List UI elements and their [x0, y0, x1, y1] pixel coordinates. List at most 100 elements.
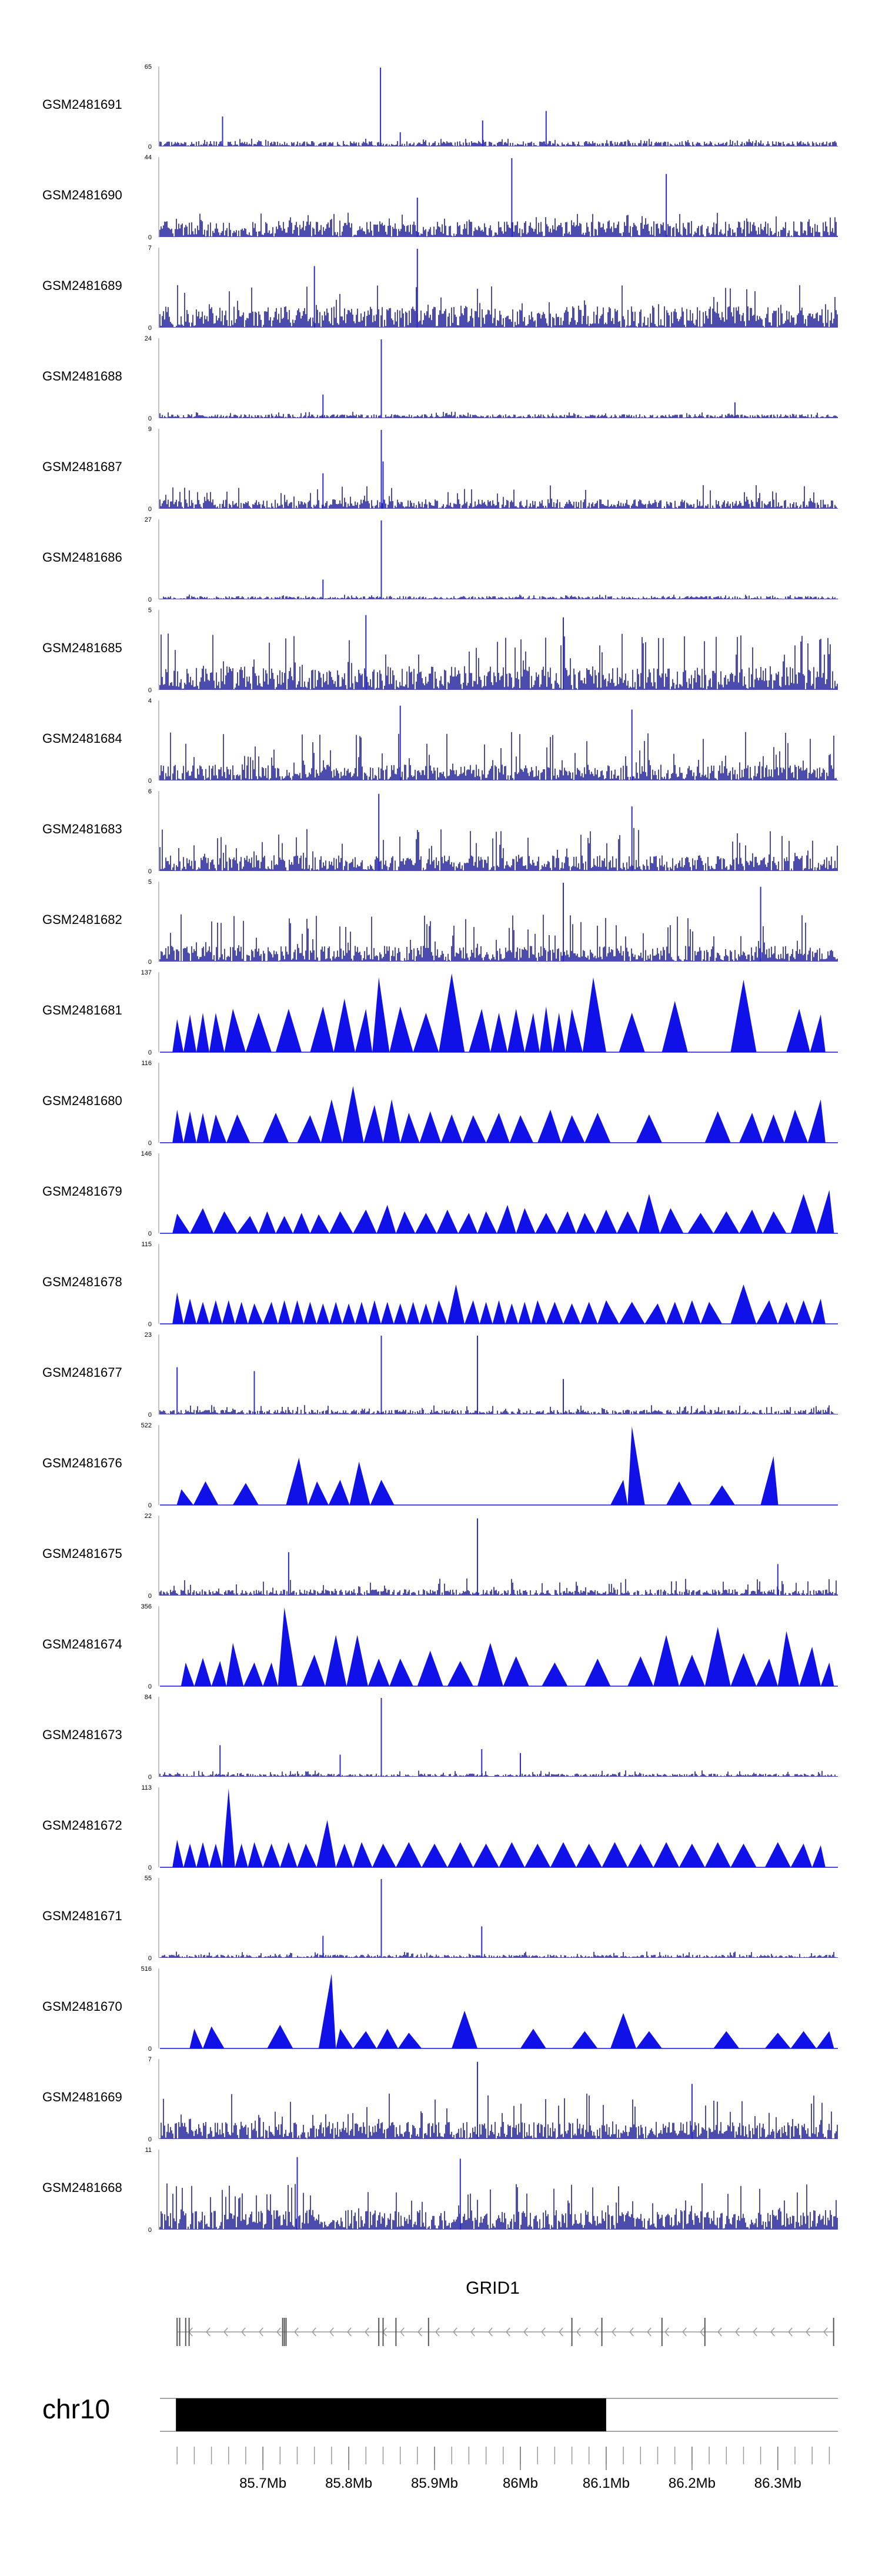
strand-arrow	[682, 2327, 687, 2337]
signal-peak	[458, 1213, 477, 1233]
y-max-label: 6	[148, 788, 152, 795]
strand-arrow	[329, 2327, 334, 2337]
signal-peak	[196, 1842, 209, 1867]
signal-peak	[760, 1456, 779, 1505]
signal-peak	[297, 1115, 321, 1143]
signal-peak	[172, 1019, 184, 1052]
coverage-bars	[159, 2183, 838, 2230]
signal-peak	[462, 1115, 486, 1143]
signal-peak	[189, 2028, 203, 2048]
coverage-bars	[159, 1405, 838, 1414]
signal-peak	[224, 1009, 246, 1052]
y-max-label: 5	[148, 879, 152, 886]
track-gsm2481688: GSM2481688 24 0	[42, 335, 838, 422]
track-label: GSM2481689	[42, 278, 122, 293]
strand-arrow	[700, 2327, 704, 2337]
strand-arrow	[717, 2327, 722, 2337]
signal-peak	[807, 1099, 826, 1143]
signal-peak	[582, 977, 606, 1052]
track-gsm2481690: GSM2481690 44 0	[42, 154, 838, 241]
signal-peak	[342, 1303, 355, 1324]
signal-peak	[524, 1013, 540, 1052]
signal-peak	[820, 1662, 834, 1686]
signal-peak	[368, 1659, 390, 1686]
signal-peak	[812, 1845, 826, 1867]
chromosome-label: chr10	[42, 2394, 110, 2424]
strand-arrow	[823, 2327, 828, 2337]
signal-peak	[469, 1009, 490, 1052]
track-label: GSM2481684	[42, 731, 122, 746]
signal-peak	[619, 1013, 645, 1052]
track-gsm2481669: GSM2481669 7 0	[42, 2056, 838, 2143]
signal-peak	[465, 1300, 480, 1324]
signal-peak	[417, 1650, 443, 1686]
y-max-label: 44	[145, 154, 152, 161]
strand-arrow	[806, 2327, 810, 2337]
signal-peak	[232, 1483, 259, 1505]
signal-peak	[328, 1480, 350, 1505]
signal-peak	[209, 1114, 227, 1143]
signal-peak	[610, 2013, 636, 2048]
signal-peak	[816, 1190, 834, 1233]
y-max-label: 84	[145, 1694, 152, 1701]
signal-peak	[329, 1211, 353, 1233]
signal-peak	[258, 1211, 276, 1233]
signal-peak	[542, 1662, 568, 1686]
signal-peak	[280, 1842, 298, 1867]
signal-peak	[293, 1213, 310, 1233]
signal-peak	[790, 2031, 817, 2048]
y-max-label: 55	[145, 1875, 152, 1882]
y-min-label: 0	[148, 2136, 152, 2143]
axis-tick-label: 86.2Mb	[669, 2475, 716, 2491]
axis-tick-label: 85.7Mb	[239, 2475, 286, 2491]
signal-peak	[226, 1643, 244, 1686]
coverage-bars	[159, 732, 838, 780]
signal-peak	[237, 1216, 259, 1233]
track-gsm2481673: GSM2481673 84 0	[42, 1694, 838, 1781]
signal-peak	[687, 1213, 714, 1233]
signal-peak	[576, 1213, 596, 1233]
strand-arrow	[294, 2327, 299, 2337]
signal-peak	[477, 1643, 503, 1686]
chromosome-ideogram: chr10	[42, 2394, 838, 2432]
signal-peak	[447, 1661, 473, 1686]
signal-peak	[222, 1788, 235, 1867]
gene-track: GRID1	[176, 2278, 834, 2346]
signal-peak	[520, 2028, 546, 2048]
y-min-label: 0	[148, 596, 152, 603]
track-label: GSM2481677	[42, 1365, 122, 1380]
coverage-bars	[159, 212, 838, 237]
signal-peak	[172, 1840, 184, 1867]
y-min-label: 0	[148, 687, 152, 694]
signal-peak	[597, 1300, 619, 1324]
signal-peak	[763, 1114, 784, 1143]
track-label: GSM2481671	[42, 1908, 122, 1923]
signal-peak	[447, 1842, 473, 1867]
axis-tick-label: 85.9Mb	[411, 2475, 458, 2491]
signal-peak	[565, 1009, 583, 1052]
signal-peak	[389, 1659, 413, 1686]
signal-peak	[531, 1300, 546, 1324]
signal-peak	[380, 1302, 394, 1324]
strand-arrow	[241, 2327, 246, 2337]
coverage-bars	[159, 485, 838, 509]
signal-peak	[557, 1211, 576, 1233]
signal-peak	[572, 2031, 598, 2048]
signal-peak	[413, 1013, 439, 1052]
axis-tick-label: 86.1Mb	[583, 2475, 630, 2491]
track-label: GSM2481678	[42, 1274, 122, 1289]
signal-peak	[713, 1211, 740, 1233]
track-label: GSM2481685	[42, 640, 122, 655]
signal-peak	[516, 1208, 536, 1233]
signal-peak	[398, 2033, 422, 2048]
signal-peak	[666, 1481, 692, 1505]
signal-peak	[763, 1211, 787, 1233]
signal-peak	[756, 1300, 778, 1324]
signal-peak	[704, 1627, 731, 1686]
signal-peak	[329, 1302, 343, 1324]
signal-peak	[336, 2028, 353, 2048]
signal-peak	[653, 1634, 679, 1686]
y-min-label: 0	[148, 2227, 152, 2234]
signal-peak	[263, 1302, 278, 1324]
signal-peak	[190, 1208, 214, 1233]
